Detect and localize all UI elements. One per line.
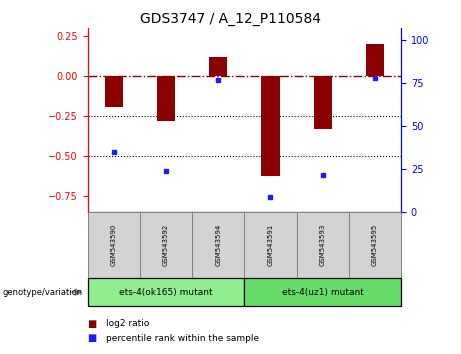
Bar xyxy=(209,57,227,76)
Text: GSM543590: GSM543590 xyxy=(111,224,117,266)
Bar xyxy=(313,76,332,129)
Text: GSM543592: GSM543592 xyxy=(163,224,169,266)
Text: percentile rank within the sample: percentile rank within the sample xyxy=(106,333,259,343)
Text: GSM543594: GSM543594 xyxy=(215,224,221,266)
Bar xyxy=(261,76,279,176)
Text: GSM543595: GSM543595 xyxy=(372,224,378,266)
Bar xyxy=(105,76,123,107)
Bar xyxy=(366,44,384,76)
Text: GSM543593: GSM543593 xyxy=(319,224,326,266)
Text: GSM543591: GSM543591 xyxy=(267,224,273,266)
Text: ets-4(ok165) mutant: ets-4(ok165) mutant xyxy=(119,287,213,297)
Bar xyxy=(157,76,175,121)
Text: ets-4(uz1) mutant: ets-4(uz1) mutant xyxy=(282,287,364,297)
Text: log2 ratio: log2 ratio xyxy=(106,319,149,329)
Text: ■: ■ xyxy=(88,319,97,329)
Text: ■: ■ xyxy=(88,333,97,343)
Text: genotype/variation: genotype/variation xyxy=(2,287,83,297)
Text: GDS3747 / A_12_P110584: GDS3747 / A_12_P110584 xyxy=(140,12,321,27)
